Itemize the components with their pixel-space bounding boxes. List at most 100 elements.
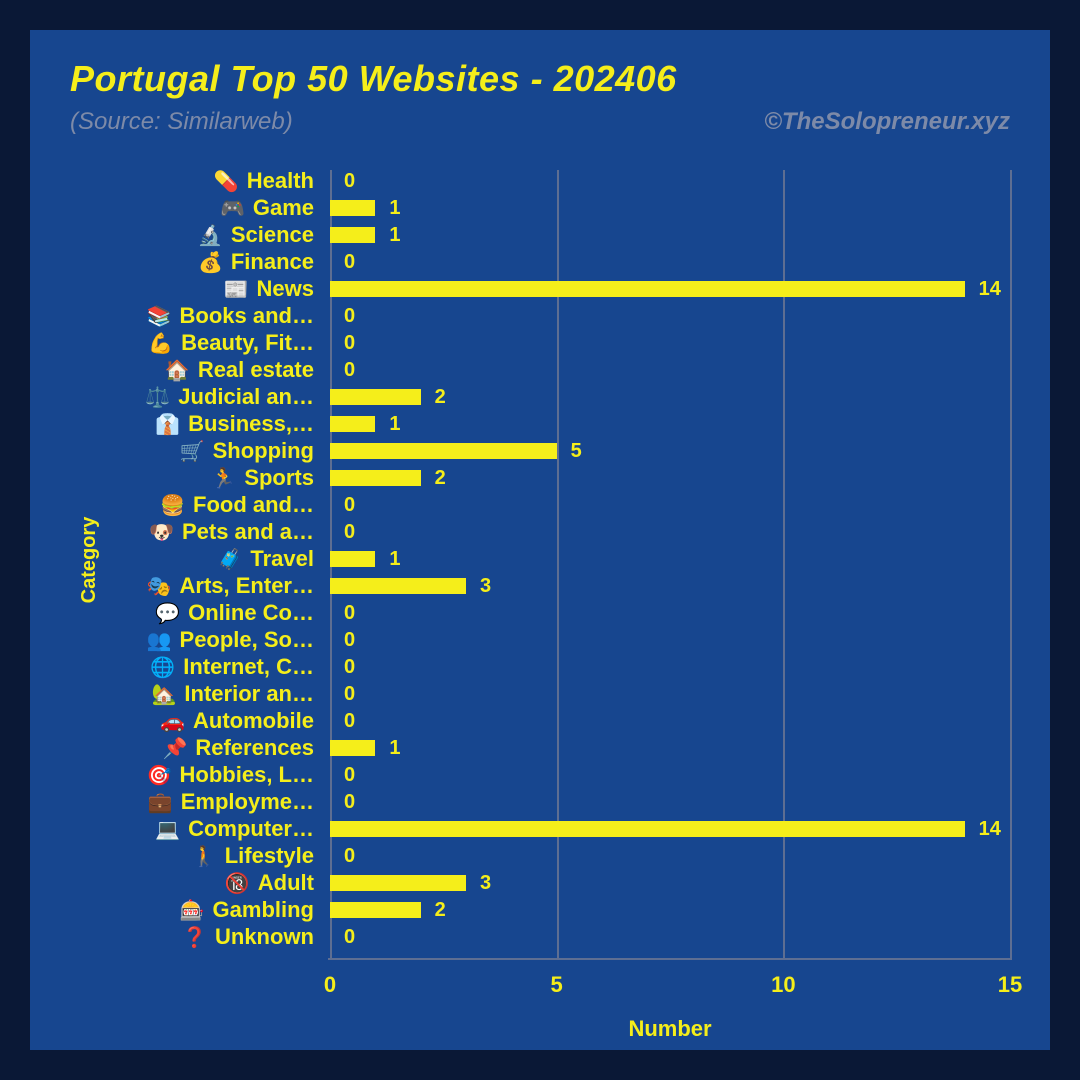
category-icon: 🛒	[180, 441, 205, 463]
value-label: 14	[979, 278, 1001, 305]
bar-row: 🚶Lifestyle0	[330, 845, 1010, 872]
category-label: 🌐Internet, C…	[150, 656, 314, 683]
bar	[330, 875, 466, 891]
bar-row: 🛒Shopping5	[330, 440, 1010, 467]
category-icon: 🏡	[152, 684, 177, 706]
category-text: Internet, C…	[183, 656, 314, 679]
category-label: 💻Computer…	[155, 818, 314, 845]
category-text: Pets and a…	[182, 521, 314, 544]
bar-row: 🚗Automobile0	[330, 710, 1010, 737]
category-icon: 🏃	[211, 468, 236, 490]
category-label: 🎯Hobbies, L…	[147, 764, 314, 791]
category-label: 📰News	[224, 278, 314, 305]
category-label: 🔬Science	[198, 224, 314, 251]
value-label: 0	[344, 251, 355, 278]
category-icon: 🎰	[180, 900, 205, 922]
category-icon: 📰	[224, 279, 249, 301]
category-text: Real estate	[198, 359, 314, 382]
category-icon: 👔	[155, 414, 180, 436]
category-icon: 🚗	[160, 711, 185, 733]
category-icon: 🔞	[225, 873, 250, 895]
bar-row: 🍔Food and…0	[330, 494, 1010, 521]
bar-row: 🐶Pets and a…0	[330, 521, 1010, 548]
bar	[330, 821, 965, 837]
value-label: 0	[344, 764, 355, 791]
bar-row: 🔬Science1	[330, 224, 1010, 251]
value-label: 3	[480, 575, 491, 602]
bar	[330, 200, 375, 216]
value-label: 14	[979, 818, 1001, 845]
category-text: Finance	[231, 251, 314, 274]
category-icon: 💊	[214, 171, 239, 193]
chart-subtitle: (Source: Similarweb)	[70, 108, 293, 136]
x-axis-title: Number	[628, 1016, 711, 1042]
x-tick-label: 0	[324, 972, 336, 998]
bar-row: 📚Books and…0	[330, 305, 1010, 332]
bar	[330, 578, 466, 594]
value-label: 0	[344, 845, 355, 872]
category-icon: 🏠	[165, 360, 190, 382]
category-icon: 👥	[147, 630, 172, 652]
bar	[330, 470, 421, 486]
x-tick-label: 10	[771, 972, 795, 998]
value-label: 2	[435, 467, 446, 494]
category-label: 🏠 Real estate	[165, 359, 314, 386]
category-label: 👥People, So…	[147, 629, 314, 656]
bar-row: 👥People, So…0	[330, 629, 1010, 656]
value-label: 1	[389, 224, 400, 251]
bar-row: 💊Health0	[330, 170, 1010, 197]
plot-area: Number 051015💊Health0🎮Game1🔬Science1💰Fin…	[330, 170, 1010, 960]
category-label: 👔 Business,…	[155, 413, 314, 440]
category-text: Books and…	[180, 305, 314, 328]
category-text: Shopping	[213, 440, 314, 463]
value-label: 2	[435, 899, 446, 926]
value-label: 0	[344, 521, 355, 548]
value-label: 0	[344, 494, 355, 521]
bar-row: 🏡Interior an…0	[330, 683, 1010, 710]
category-text: Arts, Enter…	[180, 575, 314, 598]
category-label: 🚶Lifestyle	[192, 845, 314, 872]
category-text: Hobbies, L…	[180, 764, 314, 787]
value-label: 5	[571, 440, 582, 467]
bar-row: 🎰Gambling2	[330, 899, 1010, 926]
category-text: Unknown	[215, 926, 314, 949]
category-label: 📌References	[162, 737, 314, 764]
bar	[330, 902, 421, 918]
category-label: 🍔Food and…	[160, 494, 314, 521]
category-icon: 📌	[162, 738, 187, 760]
category-text: Interior an…	[184, 683, 314, 706]
chart-credit: ©TheSolopreneur.xyz	[764, 108, 1010, 136]
value-label: 0	[344, 791, 355, 818]
category-label: 🔞Adult	[225, 872, 314, 899]
value-label: 0	[344, 656, 355, 683]
chart-title: Portugal Top 50 Websites - 202406	[70, 58, 677, 100]
category-icon: 🍔	[160, 495, 185, 517]
value-label: 0	[344, 629, 355, 656]
category-text: Sports	[244, 467, 314, 490]
bar-row: 💼Employme…0	[330, 791, 1010, 818]
bar-row: 💻Computer…14	[330, 818, 1010, 845]
category-icon: 💻	[155, 819, 180, 841]
bar-row: 🎯Hobbies, L…0	[330, 764, 1010, 791]
bar-row: 🎭Arts, Enter…3	[330, 575, 1010, 602]
value-label: 1	[389, 197, 400, 224]
category-icon: 🧳	[217, 549, 242, 571]
value-label: 0	[344, 926, 355, 953]
category-icon: ⚖️	[145, 387, 170, 409]
category-icon: 🎭	[147, 576, 172, 598]
category-text: Gambling	[213, 899, 314, 922]
bar-row: 🧳Travel1	[330, 548, 1010, 575]
value-label: 0	[344, 305, 355, 332]
category-icon: 💼	[148, 792, 173, 814]
bar-row: ⚖️Judicial an…2	[330, 386, 1010, 413]
category-label: 🧳Travel	[217, 548, 314, 575]
value-label: 0	[344, 683, 355, 710]
bar-row: 🌐Internet, C…0	[330, 656, 1010, 683]
y-axis-title: Category	[78, 517, 101, 604]
bar-row: 📌References1	[330, 737, 1010, 764]
bar-row: 💬Online Co…0	[330, 602, 1010, 629]
bar-row: 💪Beauty, Fit…0	[330, 332, 1010, 359]
category-text: Business,…	[188, 413, 314, 436]
category-label: 🐶Pets and a…	[149, 521, 314, 548]
value-label: 1	[389, 548, 400, 575]
